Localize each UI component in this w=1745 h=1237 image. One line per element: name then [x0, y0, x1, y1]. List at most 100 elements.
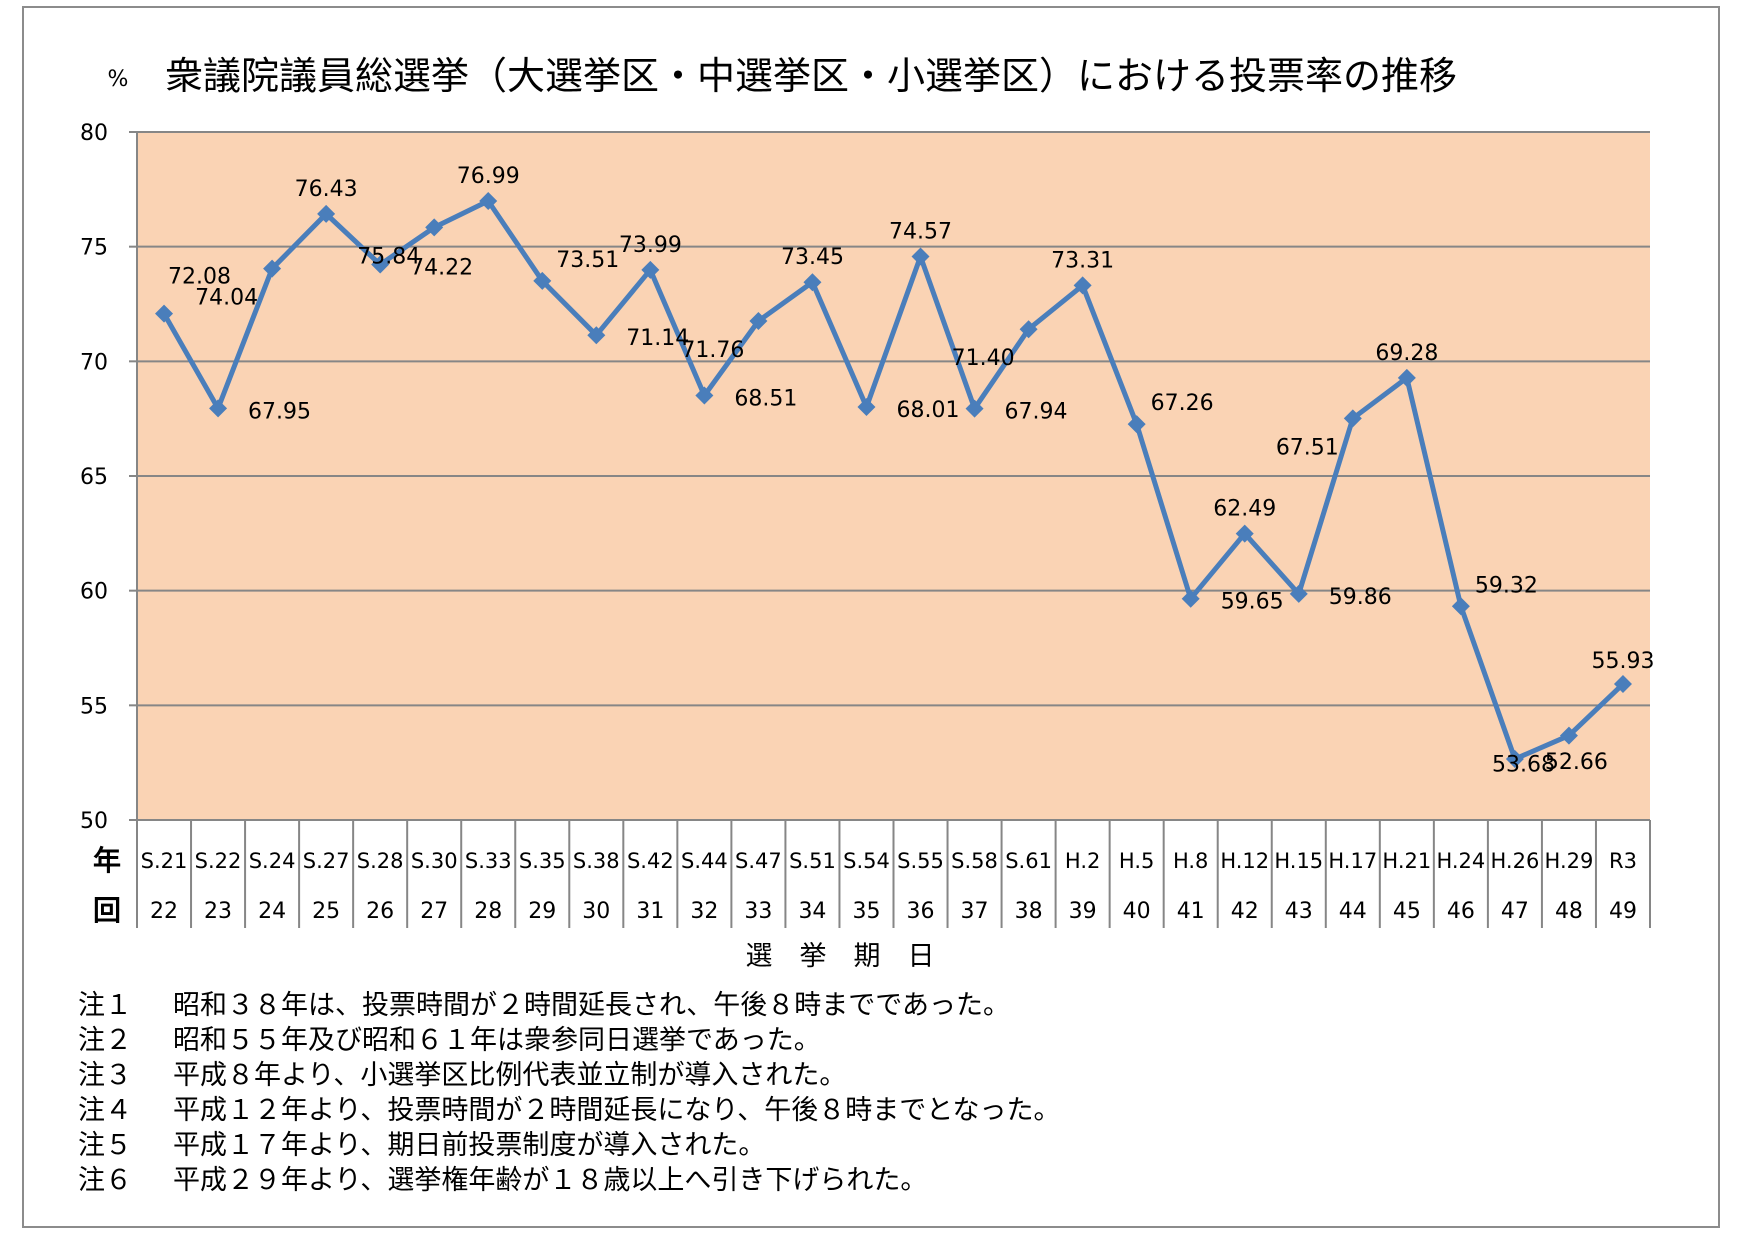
x-category-label: S.44 [681, 849, 728, 873]
data-point-marker [479, 192, 498, 211]
data-label: 55.93 [1591, 649, 1654, 674]
round-number-label: 37 [961, 899, 989, 924]
note-text: 平成２９年より、選挙権年齢が１８歳以上へ引き下げられた。 [173, 1165, 928, 1196]
round-number-label: 29 [528, 899, 556, 924]
notes-section: 注１ 昭和３８年は、投票時間が２時間延長され、午後８時までであった。 注２ 昭和… [78, 988, 1638, 1198]
round-number-label: 42 [1231, 899, 1259, 924]
round-number-label: 31 [636, 899, 664, 924]
y-tick-label: 70 [80, 350, 108, 375]
data-point-marker [1127, 415, 1146, 434]
x-category-label: H.29 [1545, 849, 1594, 873]
data-label: 59.65 [1221, 590, 1284, 615]
x-category-label: S.61 [1005, 849, 1052, 873]
data-label: 67.95 [248, 399, 311, 424]
note-number: 注３ [78, 1060, 132, 1091]
round-number-label: 32 [690, 899, 718, 924]
data-point-marker [425, 218, 444, 237]
data-point-marker [263, 259, 282, 278]
round-number-label: 38 [1015, 899, 1043, 924]
data-label: 59.32 [1475, 573, 1538, 598]
x-category-label: S.21 [141, 849, 188, 873]
y-tick-label: 65 [80, 465, 108, 490]
turnout-line-chart: % 衆議院議員総選挙（大選挙区・中選挙区・小選挙区）における投票率の推移 50 5… [80, 54, 1654, 972]
y-unit-label: % [108, 67, 129, 92]
round-number-label: 45 [1393, 899, 1421, 924]
x-category-label: S.55 [897, 849, 944, 873]
note-text: 昭和５５年及び昭和６１年は衆参同日選挙であった。 [173, 1025, 821, 1056]
round-number-label: 41 [1177, 899, 1205, 924]
x-category-label: H.2 [1065, 849, 1100, 873]
round-number-label: 30 [582, 899, 610, 924]
x-category-label: H.12 [1220, 849, 1269, 873]
data-point-marker [155, 304, 174, 323]
round-number-label: 27 [420, 899, 448, 924]
note-text: 平成１７年より、期日前投票制度が導入された。 [173, 1130, 766, 1161]
round-number-label: 44 [1339, 899, 1367, 924]
data-point-marker [1289, 584, 1308, 603]
data-label: 74.22 [410, 256, 473, 281]
data-point-marker [1559, 726, 1578, 745]
data-point-marker [749, 311, 768, 330]
data-label: 67.26 [1151, 391, 1214, 416]
data-point-marker [1181, 589, 1200, 608]
note-5: 注５ 平成１７年より、期日前投票制度が導入された。 [78, 1128, 1638, 1163]
x-category-label: S.27 [303, 849, 350, 873]
x-category-label: S.35 [519, 849, 566, 873]
x-category-label: S.58 [951, 849, 998, 873]
round-number-label: 26 [366, 899, 394, 924]
year-row-label: 年 [93, 844, 121, 877]
round-number-label: 39 [1069, 899, 1097, 924]
data-label: 52.66 [1545, 750, 1608, 775]
data-label: 73.51 [556, 248, 619, 273]
x-category-label: S.54 [843, 849, 890, 873]
round-number-label: 22 [150, 899, 178, 924]
round-number-label: 36 [907, 899, 935, 924]
y-tick-label: 80 [80, 121, 108, 146]
x-category-label: H.17 [1328, 849, 1377, 873]
data-point-marker [803, 273, 822, 292]
x-category-label: H.26 [1490, 849, 1539, 873]
x-category-label: R3 [1609, 849, 1637, 873]
chart-frame [22, 6, 1720, 1228]
data-label: 74.57 [889, 220, 952, 245]
x-category-label: H.21 [1382, 849, 1431, 873]
round-number-label: 46 [1447, 899, 1475, 924]
x-category-label: S.33 [465, 849, 512, 873]
note-6: 注６ 平成２９年より、選挙権年齢が１８歳以上へ引き下げられた。 [78, 1163, 1638, 1198]
x-category-label: S.42 [627, 849, 674, 873]
x-axis-label: 選 挙 期 日 [746, 941, 935, 972]
data-point-marker [1343, 409, 1362, 428]
data-label: 74.04 [195, 286, 258, 311]
data-label: 67.94 [1005, 400, 1068, 425]
data-point-marker [695, 386, 714, 405]
round-number-label: 35 [852, 899, 880, 924]
data-label: 73.45 [781, 245, 844, 270]
data-point-marker [371, 255, 390, 274]
note-number: 注２ [78, 1025, 132, 1056]
y-tick-label: 75 [80, 236, 108, 261]
data-point-marker [533, 271, 552, 290]
data-point-marker [209, 399, 228, 418]
round-row-label: 回 [93, 894, 121, 927]
data-label: 59.86 [1329, 585, 1392, 610]
data-point-marker [965, 399, 984, 418]
round-number-label: 25 [312, 899, 340, 924]
round-number-label: 47 [1501, 899, 1529, 924]
note-text: 平成８年より、小選挙区比例代表並立制が導入された。 [173, 1060, 847, 1091]
y-tick-label: 60 [80, 580, 108, 605]
note-4: 注４ 平成１２年より、投票時間が２時間延長になり、午後８時までとなった。 [78, 1093, 1638, 1128]
x-category-label: H.24 [1436, 849, 1485, 873]
data-label: 53.68 [1492, 753, 1555, 778]
note-number: 注１ [78, 990, 132, 1021]
x-category-label: S.22 [195, 849, 242, 873]
data-label: 72.08 [168, 265, 231, 290]
round-number-label: 24 [258, 899, 286, 924]
x-category-label: H.15 [1274, 849, 1323, 873]
round-number-label: 40 [1123, 899, 1151, 924]
note-2: 注２ 昭和５５年及び昭和６１年は衆参同日選挙であった。 [78, 1023, 1638, 1058]
x-category-label: S.38 [573, 849, 620, 873]
data-point-marker [1397, 368, 1416, 387]
y-tick-label: 55 [80, 694, 108, 719]
note-number: 注６ [78, 1165, 132, 1196]
data-label: 73.99 [619, 233, 682, 258]
